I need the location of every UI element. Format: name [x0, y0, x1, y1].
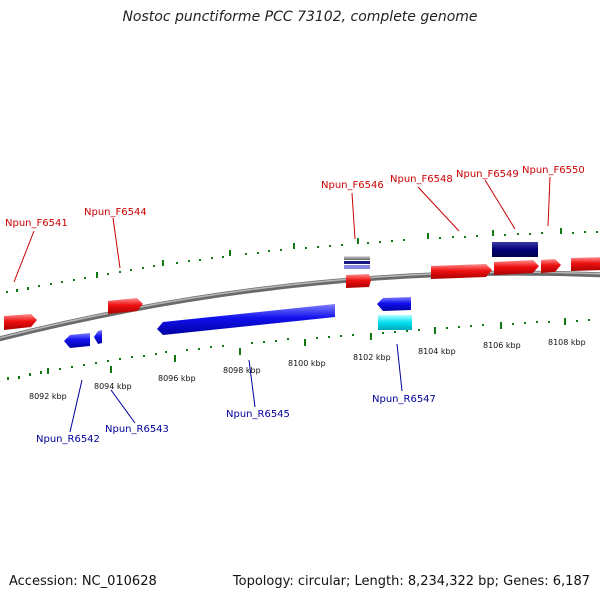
forward-label-leaders	[13, 176, 551, 283]
gene-label-forward: Npun_F6549	[456, 169, 519, 180]
tick-label-8108: 8108 kbp	[548, 338, 586, 347]
gene-forward-arrow	[431, 264, 492, 279]
tick-label-8100: 8100 kbp	[288, 359, 326, 368]
reverse-tick-ruler	[7, 318, 590, 380]
ruler-tick-labels: 8092 kbp 8094 kbp 8096 kbp 8098 kbp 8100…	[29, 338, 586, 401]
gene-label-reverse: Npun_R6547	[372, 394, 436, 405]
gene-forward-arrow	[571, 257, 600, 271]
gene-forward-striped-feature	[344, 261, 370, 264]
forward-genes	[4, 242, 600, 330]
accession-text: Accession: NC_010628	[9, 574, 157, 589]
gene-forward-arrow	[4, 314, 37, 330]
map-title: Nostoc punctiforme PCC 73102, complete g…	[122, 9, 478, 25]
forward-tick-ruler	[6, 228, 598, 293]
gene-forward-arrow	[541, 259, 561, 273]
tick-label-8096: 8096 kbp	[158, 374, 196, 383]
gene-reverse-arrow	[377, 297, 411, 311]
reverse-label-leaders	[69, 343, 403, 433]
tick-label-8094: 8094 kbp	[94, 382, 132, 391]
gene-label-reverse: Npun_R6543	[105, 424, 169, 435]
gene-forward-arrow	[494, 260, 539, 275]
gene-reverse-arrow	[94, 330, 102, 344]
reverse-gene-labels: Npun_R6542 Npun_R6543 Npun_R6545 Npun_R6…	[36, 394, 436, 445]
genome-summary-text: Topology: circular; Length: 8,234,322 bp…	[232, 574, 590, 589]
tick-label-8102: 8102 kbp	[353, 353, 391, 362]
gene-reverse-arrow	[64, 333, 90, 348]
gene-forward-arrow	[108, 298, 143, 314]
tick-label-8098: 8098 kbp	[223, 366, 261, 375]
gene-label-reverse: Npun_R6545	[226, 409, 290, 420]
forward-gene-labels: Npun_F6541 Npun_F6544 Npun_F6546 Npun_F6…	[5, 165, 585, 229]
gene-forward-arrow	[346, 274, 371, 288]
gene-label-forward: Npun_F6546	[321, 180, 384, 191]
genome-backbone-highlight	[0, 271, 600, 339]
gene-label-reverse: Npun_R6542	[36, 434, 100, 445]
gene-label-forward: Npun_F6544	[84, 207, 147, 218]
gene-reverse-arrow	[157, 304, 335, 335]
gene-forward-dark-feature	[492, 242, 538, 257]
tick-label-8106: 8106 kbp	[483, 341, 521, 350]
gene-reverse-cyan-feature	[378, 315, 412, 330]
tick-label-8104: 8104 kbp	[418, 347, 456, 356]
gene-label-forward: Npun_F6548	[390, 174, 453, 185]
tick-label-8092: 8092 kbp	[29, 392, 67, 401]
gene-label-forward: Npun_F6550	[522, 165, 585, 176]
gene-forward-striped-feature	[344, 265, 370, 269]
gene-label-forward: Npun_F6541	[5, 218, 68, 229]
gene-forward-striped-feature	[344, 256, 370, 260]
reverse-genes	[64, 297, 412, 348]
